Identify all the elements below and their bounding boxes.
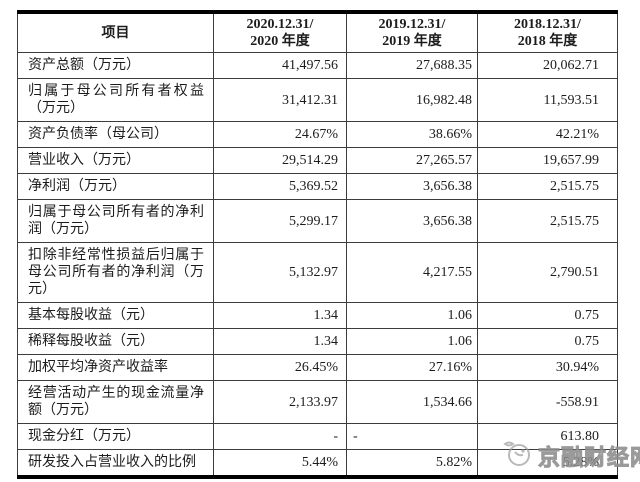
row-label: 扣除非经常性损益后归属于母公司所有者的净利润（万元） xyxy=(17,242,214,303)
table-row-cash-dividend: 现金分红（万元） - - 613.80 xyxy=(17,423,618,450)
period-year: 2018 年度 xyxy=(517,34,578,49)
table-row-net-profit: 净利润（万元） 5,369.52 3,656.38 2,515.75 xyxy=(17,173,618,200)
row-label: 营业收入（万元） xyxy=(17,147,214,174)
value-2018: 613.80 xyxy=(477,423,618,450)
value-2018: 42.21% xyxy=(477,121,618,148)
value-2020: 5,299.17 xyxy=(213,199,347,243)
value-2019: 38.66% xyxy=(346,121,478,148)
value-2019: 3,656.38 xyxy=(346,199,478,243)
value-2020: 5,132.97 xyxy=(213,242,347,303)
period-date: 2018.12.31/ xyxy=(514,17,581,32)
value-2019: 4,217.55 xyxy=(346,242,478,303)
table-row-revenue: 营业收入（万元） 29,514.29 27,265.57 19,657.99 xyxy=(17,147,618,174)
value-2020: 1.34 xyxy=(213,302,347,329)
column-header-item: 项目 xyxy=(17,11,214,53)
value-2019: 1.06 xyxy=(346,328,478,355)
column-header-2020: 2020.12.31/ 2020 年度 xyxy=(213,11,347,53)
value-2020: 5,369.52 xyxy=(213,173,347,200)
value-2018: -558.91 xyxy=(477,380,618,424)
value-2019: 27,265.57 xyxy=(346,147,478,174)
table-row-rd-ratio: 研发投入占营业收入的比例 5.44% 5.82% 5.28% xyxy=(17,449,618,478)
value-2019: 1,534.66 xyxy=(346,380,478,424)
value-2019: 1.06 xyxy=(346,302,478,329)
value-2019: 3,656.38 xyxy=(346,173,478,200)
value-2020: 2,133.97 xyxy=(213,380,347,424)
row-label: 资产负债率（母公司） xyxy=(17,121,214,148)
value-2018: 5.28% xyxy=(477,449,618,478)
table-row-weighted-roe: 加权平均净资产收益率 26.45% 27.16% 30.94% xyxy=(17,354,618,381)
row-label: 研发投入占营业收入的比例 xyxy=(17,449,214,478)
value-2020: 41,497.56 xyxy=(213,52,347,79)
value-2020: 26.45% xyxy=(213,354,347,381)
column-header-2018: 2018.12.31/ 2018 年度 xyxy=(477,11,618,53)
row-label: 稀释每股收益（元） xyxy=(17,328,214,355)
column-header-2019: 2019.12.31/ 2019 年度 xyxy=(346,11,478,53)
value-2020: 1.34 xyxy=(213,328,347,355)
period-year: 2020 年度 xyxy=(250,34,310,49)
value-2018: 20,062.71 xyxy=(477,52,618,79)
value-2020: 5.44% xyxy=(213,449,347,478)
row-label: 加权平均净资产收益率 xyxy=(17,354,214,381)
value-2019: - xyxy=(346,423,478,450)
value-2019: 5.82% xyxy=(346,449,478,478)
period-year: 2019 年度 xyxy=(382,34,442,49)
row-label: 现金分红（万元） xyxy=(17,423,214,450)
table-row-operating-cashflow: 经营活动产生的现金流量净额（万元） 2,133.97 1,534.66 -558… xyxy=(17,380,618,424)
value-2018: 0.75 xyxy=(477,328,618,355)
value-2018: 0.75 xyxy=(477,302,618,329)
value-2018: 19,657.99 xyxy=(477,147,618,174)
value-2020: 29,514.29 xyxy=(213,147,347,174)
row-label: 基本每股收益（元） xyxy=(17,302,214,329)
value-2018: 2,515.75 xyxy=(477,199,618,243)
table-row-deducted-net-profit: 扣除非经常性损益后归属于母公司所有者的净利润（万元） 5,132.97 4,21… xyxy=(17,242,618,303)
table-row-parent-equity: 归属于母公司所有者权益（万元） 31,412.31 16,982.48 11,5… xyxy=(17,78,618,122)
header-row: 项目 2020.12.31/ 2020 年度 2019.12.31/ 2019 … xyxy=(17,11,618,53)
value-2018: 30.94% xyxy=(477,354,618,381)
value-2018: 2,515.75 xyxy=(477,173,618,200)
row-label: 资产总额（万元） xyxy=(17,52,214,79)
value-2020: 31,412.31 xyxy=(213,78,347,122)
row-label: 经营活动产生的现金流量净额（万元） xyxy=(17,380,214,424)
period-date: 2020.12.31/ xyxy=(246,17,314,32)
table-row-basic-eps: 基本每股收益（元） 1.34 1.06 0.75 xyxy=(17,302,618,329)
row-label: 归属于母公司所有者权益（万元） xyxy=(17,78,214,122)
table-row-parent-net-profit: 归属于母公司所有者的净利润（万元） 5,299.17 3,656.38 2,51… xyxy=(17,199,618,243)
value-2020: - xyxy=(213,423,347,450)
row-label: 净利润（万元） xyxy=(17,173,214,200)
row-label: 归属于母公司所有者的净利润（万元） xyxy=(17,199,214,243)
value-2020: 24.67% xyxy=(213,121,347,148)
period-date: 2019.12.31/ xyxy=(378,17,446,32)
value-2019: 27.16% xyxy=(346,354,478,381)
table-row-total-assets: 资产总额（万元） 41,497.56 27,688.35 20,062.71 xyxy=(17,52,618,79)
table-row-debt-ratio: 资产负债率（母公司） 24.67% 38.66% 42.21% xyxy=(17,121,618,148)
financial-summary-table: 项目 2020.12.31/ 2020 年度 2019.12.31/ 2019 … xyxy=(17,10,618,479)
value-2018: 11,593.51 xyxy=(477,78,618,122)
value-2019: 27,688.35 xyxy=(346,52,478,79)
value-2019: 16,982.48 xyxy=(346,78,478,122)
table-row-diluted-eps: 稀释每股收益（元） 1.34 1.06 0.75 xyxy=(17,328,618,355)
value-2018: 2,790.51 xyxy=(477,242,618,303)
